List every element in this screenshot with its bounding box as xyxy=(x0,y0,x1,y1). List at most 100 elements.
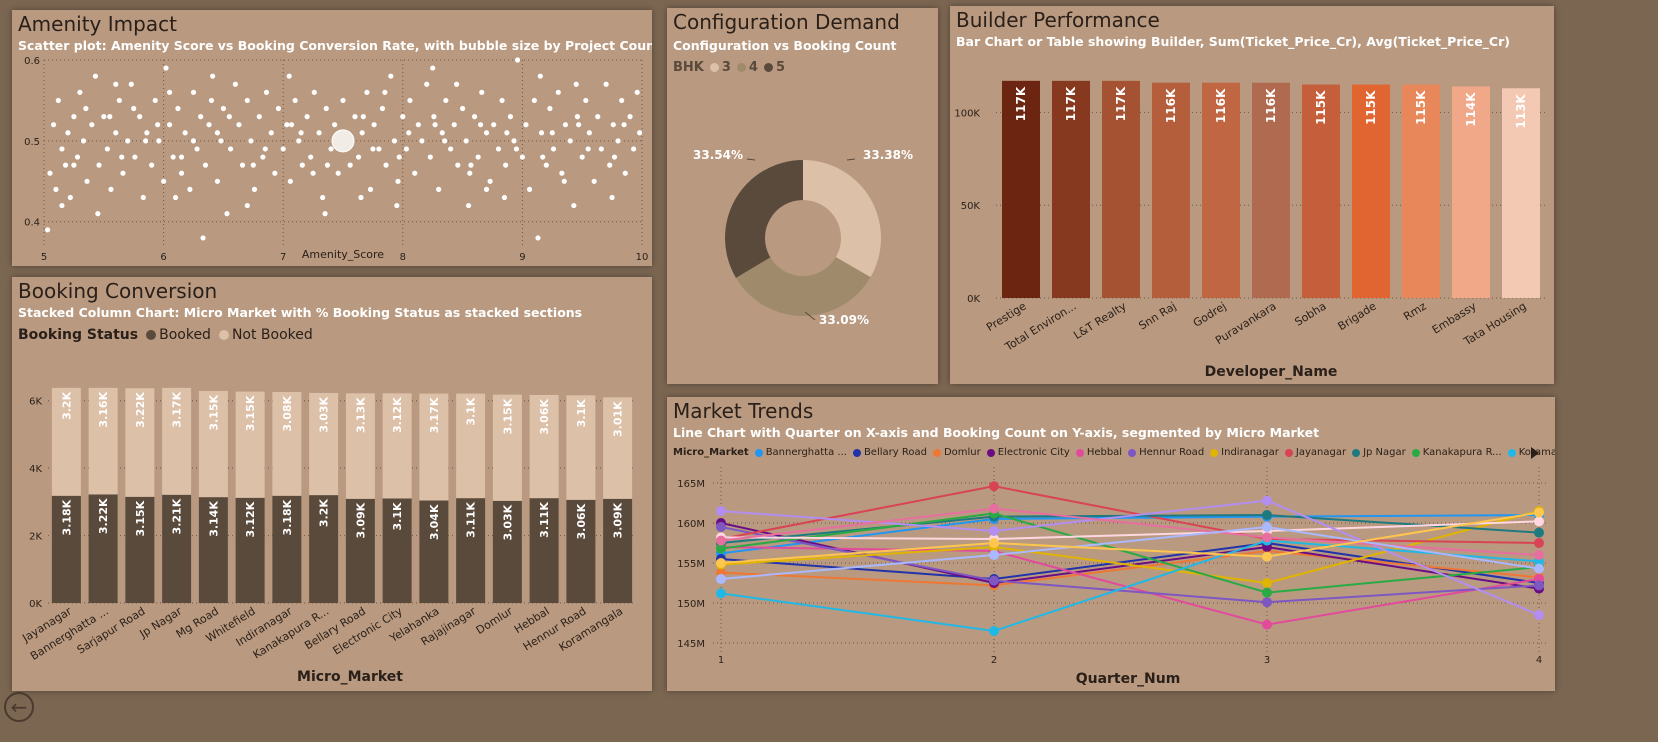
scatter-point xyxy=(47,170,53,176)
booking-value-label-booked: 3.22K xyxy=(97,498,110,534)
scatter-point xyxy=(598,146,604,152)
builder-value-label: 115K xyxy=(1314,90,1328,125)
scatter-point xyxy=(424,81,430,87)
legend-label-3[interactable]: 3 xyxy=(721,60,731,75)
booking-stacked-chart[interactable]: 0K2K4K6K3.18K3.2KJayanagar3.22K3.16KBann… xyxy=(12,277,652,691)
booking-conversion-panel: Booking Conversion Stacked Column Chart:… xyxy=(12,277,652,691)
builder-value-label: 117K xyxy=(1014,86,1028,121)
scatter-point xyxy=(101,114,107,120)
scatter-point xyxy=(178,154,185,160)
legend-label-not-booked[interactable]: Not Booked xyxy=(231,327,313,343)
trends-y-tick: 165M xyxy=(677,479,705,490)
trends-x-tick: 4 xyxy=(1536,655,1542,666)
trends-series-line xyxy=(720,485,1540,544)
scatter-point xyxy=(53,186,59,192)
scatter-point xyxy=(475,154,481,160)
trends-legend-label[interactable]: Domlur xyxy=(943,447,981,458)
scatter-point xyxy=(388,73,394,79)
scatter-point xyxy=(571,202,577,209)
back-arrow-icon[interactable]: ← xyxy=(4,692,34,722)
scatter-point xyxy=(538,130,545,136)
donut-leader-line xyxy=(746,158,756,161)
trends-series-point xyxy=(1262,597,1272,608)
booking-value-label-booked: 3.18K xyxy=(60,499,73,535)
trends-line-chart[interactable]: 145M 150M 155M 160M 165M 1 2 3 4 Quarter_Num xyxy=(667,397,1555,691)
donut-value-label: 33.09% xyxy=(819,313,869,327)
scatter-point xyxy=(286,73,292,79)
legend-dot-not-booked xyxy=(218,330,229,340)
builder-value-label: 113K xyxy=(1514,94,1528,129)
trends-legend-label[interactable]: Kanakapura R... xyxy=(1422,447,1502,458)
scatter-point xyxy=(549,130,555,136)
scatter-point xyxy=(298,130,304,136)
scatter-point xyxy=(194,146,200,152)
booking-value-label-booked: 3.12K xyxy=(244,501,257,537)
trends-legend-label[interactable]: Indiranagar xyxy=(1221,447,1279,458)
scatter-point xyxy=(543,162,549,168)
trends-series-line xyxy=(720,546,1540,626)
trends-x-axis-label: Quarter_Num xyxy=(1076,671,1181,687)
booking-value-label-not-booked: 3.2K xyxy=(60,391,73,419)
trends-x-tick: 2 xyxy=(991,655,997,666)
booking-value-label-booked: 3.11K xyxy=(538,502,551,538)
scatter-point xyxy=(391,138,398,144)
builder-y-tick: 100K xyxy=(954,108,980,119)
scatter-point xyxy=(107,114,113,120)
amenity-scatter-chart[interactable]: 0.4 0.5 0.6 5 6 7 8 9 10 Amenity_Score xyxy=(12,10,652,266)
scatter-point xyxy=(239,162,246,168)
legend-label-booked[interactable]: Booked xyxy=(159,327,211,343)
trends-legend-dot xyxy=(932,448,941,457)
scatter-point xyxy=(322,211,328,217)
scatter-point xyxy=(335,170,341,176)
scatter-point xyxy=(495,146,502,152)
trends-series-line xyxy=(720,511,1540,564)
scatter-point xyxy=(340,97,346,104)
trends-y-tick: 150M xyxy=(677,599,705,610)
scatter-point xyxy=(379,105,386,112)
booking-x-tick: Koramangala xyxy=(557,605,625,655)
booking-value-label-booked: 3.14K xyxy=(207,501,220,537)
trends-legend-label[interactable]: Bannerghatta ... xyxy=(765,447,847,458)
legend-label-5[interactable]: 5 xyxy=(775,60,786,75)
trends-legend-label[interactable]: Hennur Road xyxy=(1139,447,1205,458)
scatter-point xyxy=(227,146,234,152)
booking-y-tick: 6K xyxy=(29,397,42,408)
booking-value-label-not-booked: 3.1K xyxy=(465,397,478,425)
scatter-point xyxy=(244,202,250,209)
trends-legend-label[interactable]: Jayanagar xyxy=(1295,447,1347,458)
scatter-point xyxy=(460,105,466,112)
scatter-point xyxy=(370,146,376,152)
configuration-donut-chart[interactable]: 33.38% 33.09% 33.54% xyxy=(667,8,938,384)
builder-value-label: 116K xyxy=(1214,88,1228,123)
booking-bar-not-booked xyxy=(529,394,559,499)
booking-value-label-not-booked: 3.01K xyxy=(612,401,625,437)
scatter-point xyxy=(583,97,589,104)
scatter-point xyxy=(131,105,137,112)
scatter-point xyxy=(220,105,226,112)
scatter-point xyxy=(328,146,334,152)
legend-label-4[interactable]: 4 xyxy=(748,60,758,75)
scatter-point xyxy=(263,89,270,95)
trends-series-point xyxy=(989,481,999,492)
scatter-point xyxy=(250,162,256,168)
booking-bar-booked xyxy=(198,497,228,603)
trends-legend-label[interactable]: Electronic City xyxy=(997,447,1070,458)
booking-bar-not-booked xyxy=(198,390,228,498)
scatter-point xyxy=(83,105,89,112)
amenity-title: Amenity Impact xyxy=(18,12,177,36)
booking-value-label-not-booked: 3.15K xyxy=(501,398,514,434)
booking-bar-not-booked xyxy=(345,393,375,499)
trends-legend-label[interactable]: Hebbal xyxy=(1086,447,1123,458)
trends-legend-title: Micro_Market xyxy=(673,447,749,458)
trends-series-line xyxy=(720,520,1540,541)
scatter-point xyxy=(67,194,73,201)
builder-title: Builder Performance xyxy=(956,8,1160,32)
trends-legend-label[interactable]: Jp Nagar xyxy=(1363,447,1406,458)
scatter-point xyxy=(71,114,77,120)
trends-series-point xyxy=(716,588,726,599)
trends-legend-label[interactable]: Bellary Road xyxy=(863,447,927,458)
booking-x-axis-label: Micro_Market xyxy=(297,669,403,685)
legend-next-icon[interactable] xyxy=(1531,447,1539,459)
trends-series-point xyxy=(1534,527,1544,538)
